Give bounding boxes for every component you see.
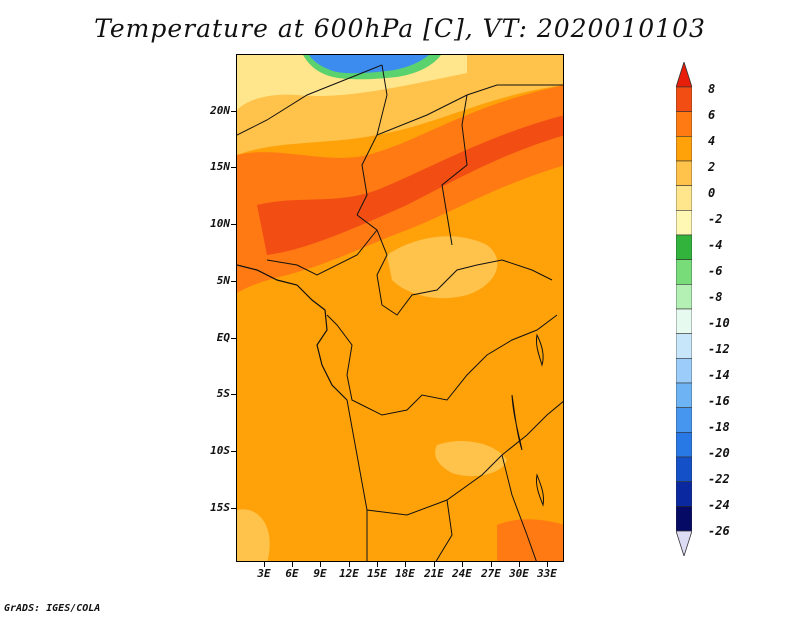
colorbar: [676, 62, 692, 556]
lat-tick: [231, 111, 236, 112]
lon-label: 24E: [452, 567, 472, 580]
coastline: [237, 264, 348, 401]
lon-tick: [292, 562, 293, 567]
lon-label: 21E: [424, 567, 444, 580]
colorbar-label: -10: [708, 316, 730, 330]
colorbar-box: [676, 284, 692, 310]
lon-label: 15E: [367, 567, 387, 580]
lat-tick: [231, 224, 236, 225]
cold-blue-region: [309, 55, 429, 74]
hotter-band: [257, 115, 563, 255]
lat-label: 15N: [210, 160, 230, 173]
colorbar-box: [676, 234, 692, 260]
lat-tick: [231, 167, 236, 168]
colorbar-box: [676, 259, 692, 285]
lat-tick: [231, 508, 236, 509]
colorbar-box: [676, 432, 692, 458]
lat-label: 5S: [216, 387, 230, 400]
lon-label: 27E: [481, 567, 501, 580]
colorbar-label: -4: [708, 238, 723, 252]
colorbar-box: [676, 358, 692, 384]
colorbar-label: -8: [708, 290, 723, 304]
map-panel: [236, 54, 564, 562]
lakes: [511, 333, 544, 507]
lon-tick: [434, 562, 435, 567]
colorbar-box: [676, 160, 692, 186]
lon-label: 6E: [285, 567, 299, 580]
colorbar-box: [676, 111, 692, 137]
colorbar-label: 0: [708, 186, 716, 200]
lat-label: 10S: [210, 444, 230, 457]
lat-tick: [231, 394, 236, 395]
colorbar-label: -16: [708, 394, 730, 408]
colorbar-label: 6: [708, 108, 716, 122]
lon-tick: [519, 562, 520, 567]
credit-text: GrADS: IGES/COLA: [4, 603, 101, 614]
colorbar-label: -24: [708, 498, 730, 512]
colorbar-box: [676, 308, 692, 334]
colorbar-box: [676, 382, 692, 408]
lat-tick: [231, 451, 236, 452]
lon-label: 33E: [537, 567, 557, 580]
colorbar-boxes: [676, 86, 692, 532]
colorbar-box: [676, 210, 692, 236]
chart-title: Temperature at 600hPa [C], VT: 202001010…: [94, 14, 706, 43]
lon-label: 30E: [509, 567, 529, 580]
colorbar-label: -22: [708, 472, 730, 486]
lat-label: 20N: [210, 104, 230, 117]
colorbar-box: [676, 333, 692, 359]
cool-patch-central: [387, 236, 498, 299]
lon-tick: [491, 562, 492, 567]
colorbar-label: -14: [708, 368, 730, 382]
lon-label: 9E: [313, 567, 327, 580]
lon-tick: [377, 562, 378, 567]
colorbar-box: [676, 481, 692, 507]
colorbar-bottom-arrow: [676, 530, 692, 556]
lat-label: EQ: [216, 331, 230, 344]
lon-label: 18E: [395, 567, 415, 580]
lat-tick: [231, 338, 236, 339]
colorbar-label: 8: [708, 82, 716, 96]
lon-tick: [547, 562, 548, 567]
colorbar-label: -18: [708, 420, 730, 434]
colorbar-label: 2: [708, 160, 716, 174]
colorbar-box: [676, 86, 692, 112]
lon-tick: [320, 562, 321, 567]
hot-patch-se: [497, 519, 563, 561]
colorbar-label: -6: [708, 264, 723, 278]
colorbar-label: 4: [708, 134, 716, 148]
colorbar-box: [676, 185, 692, 211]
lat-label: 15S: [210, 501, 230, 514]
cool-patch-sw: [237, 509, 270, 561]
lon-label: 12E: [339, 567, 359, 580]
colorbar-label: -20: [708, 446, 730, 460]
lon-tick: [405, 562, 406, 567]
lon-tick: [349, 562, 350, 567]
colorbar-box: [676, 407, 692, 433]
colorbar-box: [676, 456, 692, 482]
colorbar-label: -2: [708, 212, 723, 226]
country-borders: [237, 64, 563, 561]
colorbar-label: -26: [708, 524, 730, 538]
colorbar-top-arrow: [676, 62, 692, 88]
lat-label: 5N: [216, 274, 230, 287]
lon-tick: [264, 562, 265, 567]
lon-label: 3E: [257, 567, 271, 580]
lon-tick: [462, 562, 463, 567]
temperature-map: [237, 55, 563, 561]
colorbar-box: [676, 136, 692, 162]
colorbar-box: [676, 506, 692, 532]
lat-label: 10N: [210, 217, 230, 230]
lat-tick: [231, 281, 236, 282]
colorbar-label: -12: [708, 342, 730, 356]
